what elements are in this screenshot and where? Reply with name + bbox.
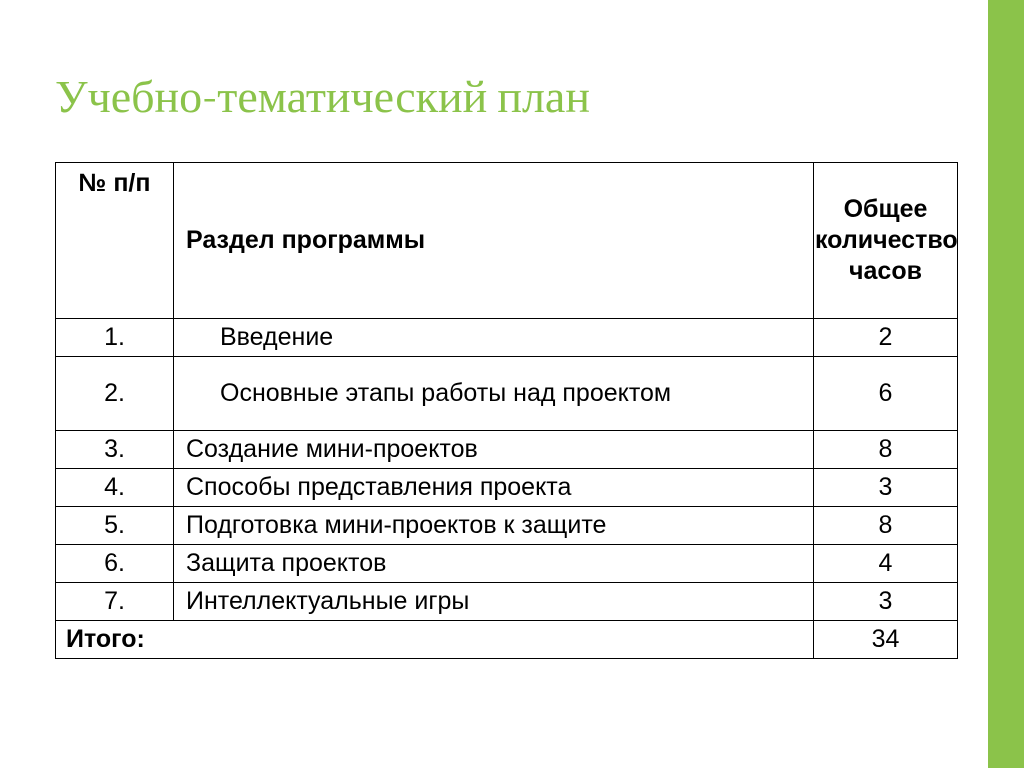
cell-hours: 4 xyxy=(814,545,958,583)
cell-section: Создание мини-проектов xyxy=(174,431,814,469)
cell-section: Способы представления проекта xyxy=(174,469,814,507)
cell-section: Интеллектуальные игры xyxy=(174,583,814,621)
cell-section: Защита проектов xyxy=(174,545,814,583)
table-row: 7.Интеллектуальные игры3 xyxy=(56,583,958,621)
cell-number: 7. xyxy=(56,583,174,621)
cell-section: Введение xyxy=(174,319,814,357)
table-row: 2.Основные этапы работы над проектом6 xyxy=(56,357,958,431)
table-row: 5.Подготовка мини-проектов к защите8 xyxy=(56,507,958,545)
cell-hours: 3 xyxy=(814,583,958,621)
cell-number: 1. xyxy=(56,319,174,357)
header-hours: Общее количество часов xyxy=(814,163,958,319)
table-row: 6.Защита проектов4 xyxy=(56,545,958,583)
header-number: № п/п xyxy=(56,163,174,319)
cell-section: Основные этапы работы над проектом xyxy=(174,357,814,431)
cell-hours: 8 xyxy=(814,431,958,469)
cell-number: 6. xyxy=(56,545,174,583)
plan-table: № п/п Раздел программы Общее количество … xyxy=(55,162,958,659)
cell-hours: 2 xyxy=(814,319,958,357)
slide: Учебно-тематический план № п/п Раздел пр… xyxy=(0,0,1024,768)
header-section: Раздел программы xyxy=(174,163,814,319)
plan-table-body: 1.Введение22.Основные этапы работы над п… xyxy=(56,319,958,659)
cell-section: Подготовка мини-проектов к защите xyxy=(174,507,814,545)
table-row: 4.Способы представления проекта3 xyxy=(56,469,958,507)
cell-hours: 8 xyxy=(814,507,958,545)
accent-bar xyxy=(988,0,1024,768)
cell-number: 5. xyxy=(56,507,174,545)
cell-hours: 3 xyxy=(814,469,958,507)
cell-number: 3. xyxy=(56,431,174,469)
page-title: Учебно-тематический план xyxy=(55,70,590,124)
plan-table-wrap: № п/п Раздел программы Общее количество … xyxy=(55,162,958,659)
table-row: 1.Введение2 xyxy=(56,319,958,357)
table-header-row: № п/п Раздел программы Общее количество … xyxy=(56,163,958,319)
cell-total-label: Итого: xyxy=(56,621,814,659)
cell-total-hours: 34 xyxy=(814,621,958,659)
table-total-row: Итого:34 xyxy=(56,621,958,659)
cell-number: 4. xyxy=(56,469,174,507)
cell-number: 2. xyxy=(56,357,174,431)
table-row: 3.Создание мини-проектов8 xyxy=(56,431,958,469)
cell-hours: 6 xyxy=(814,357,958,431)
